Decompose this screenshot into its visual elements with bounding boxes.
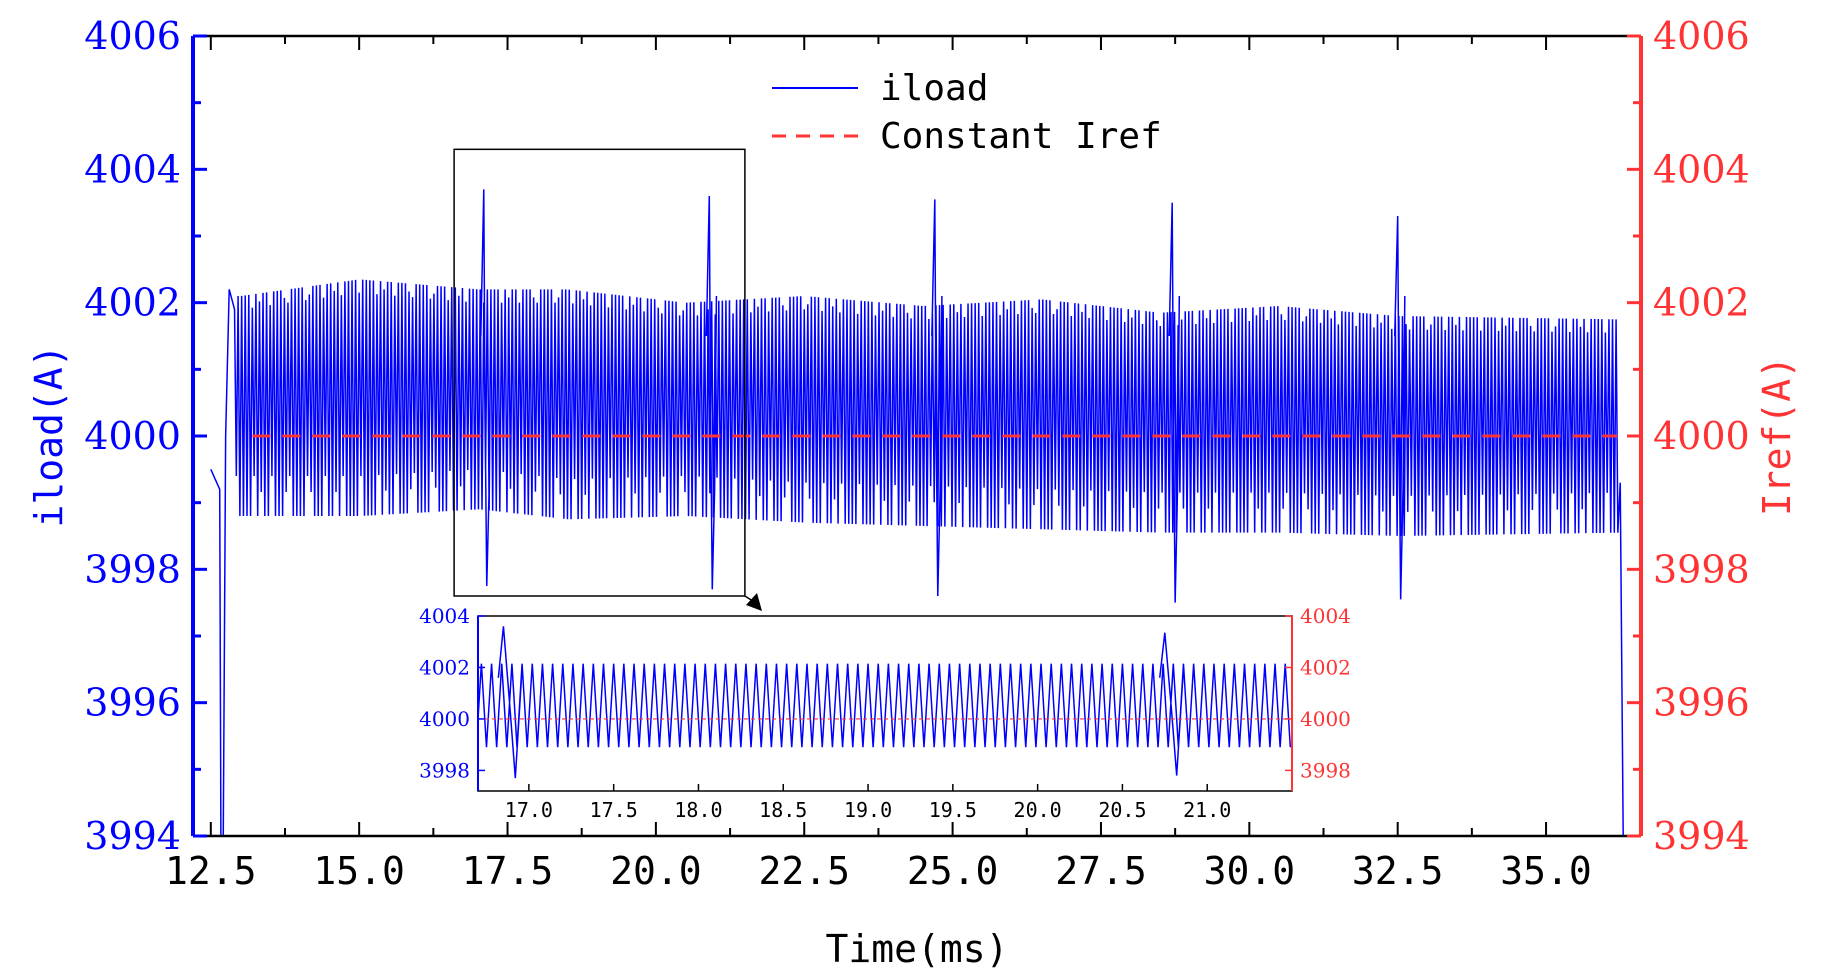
inset-right-y-ticks: 3998 4000 4002 4004 bbox=[1285, 604, 1351, 782]
inset-x-tick-label: 19.5 bbox=[929, 798, 977, 822]
inset-x-tick-label: 17.5 bbox=[590, 798, 638, 822]
right-y-axis-label: Iref(A) bbox=[1755, 356, 1799, 516]
inset-left-tick-label: 4000 bbox=[419, 707, 470, 731]
main-plot: 12.5 15.0 17.5 20.0 22.5 25.0 27.5 30.0 32.5 35.0… bbox=[84, 14, 1749, 893]
right-tick-label: 3996 bbox=[1653, 681, 1750, 725]
inset-plot: 17.0 17.5 18.0 18.5 19.0 19.5 20.0 20.5 21.0 399… bbox=[419, 604, 1351, 822]
left-y-axis-ticks: 3994 3996 3998 4000 4002 4004 4006 bbox=[84, 14, 207, 858]
inset-x-tick-label: 21.0 bbox=[1183, 798, 1231, 822]
inset-x-tick-label: 17.0 bbox=[505, 798, 553, 822]
inset-left-tick-label: 4004 bbox=[419, 604, 470, 628]
right-tick-label: 4006 bbox=[1653, 14, 1750, 58]
inset-right-tick-label: 4002 bbox=[1300, 655, 1351, 679]
inset-x-axis-ticks: 17.0 17.5 18.0 18.5 19.0 19.5 20.0 20.5 21.0 bbox=[505, 784, 1231, 822]
inset-left-tick-label: 4002 bbox=[419, 655, 470, 679]
x-tick-label: 12.5 bbox=[165, 849, 257, 893]
left-tick-label: 3998 bbox=[84, 547, 181, 591]
left-y-axis-label: iload(A) bbox=[27, 344, 71, 527]
inset-x-tick-label: 18.0 bbox=[674, 798, 722, 822]
inset-left-y-ticks: 3998 4000 4002 4004 bbox=[419, 604, 485, 782]
right-tick-label: 3998 bbox=[1653, 547, 1750, 591]
x-axis-label: Time(ms) bbox=[825, 927, 1008, 971]
left-tick-label: 3994 bbox=[84, 814, 181, 858]
inset-x-tick-label: 19.0 bbox=[844, 798, 892, 822]
right-tick-label: 3994 bbox=[1653, 814, 1750, 858]
x-tick-label: 22.5 bbox=[758, 849, 850, 893]
inset-right-tick-label: 4000 bbox=[1300, 707, 1351, 731]
right-tick-label: 4004 bbox=[1653, 147, 1750, 191]
x-tick-label: 25.0 bbox=[907, 849, 999, 893]
inset-right-tick-label: 3998 bbox=[1300, 758, 1351, 782]
x-tick-label: 32.5 bbox=[1352, 849, 1444, 893]
inset-x-tick-label: 18.5 bbox=[759, 798, 807, 822]
x-tick-label: 20.0 bbox=[610, 849, 702, 893]
zoom-source-box bbox=[453, 148, 746, 597]
x-tick-label: 27.5 bbox=[1055, 849, 1147, 893]
inset-x-tick-label: 20.0 bbox=[1014, 798, 1062, 822]
inset-right-tick-label: 4004 bbox=[1300, 604, 1351, 628]
inset-left-tick-label: 3998 bbox=[419, 758, 470, 782]
left-tick-label: 4002 bbox=[84, 281, 181, 325]
right-tick-label: 4000 bbox=[1653, 414, 1750, 458]
zoom-arrowhead bbox=[746, 593, 762, 611]
left-tick-label: 4004 bbox=[84, 147, 181, 191]
left-tick-label: 3996 bbox=[84, 681, 181, 725]
right-tick-label: 4002 bbox=[1653, 281, 1750, 325]
legend-label-iload: iload bbox=[880, 68, 988, 109]
x-tick-label: 15.0 bbox=[313, 849, 405, 893]
x-axis-ticks: 12.5 15.0 17.5 20.0 22.5 25.0 27.5 30.0 32.5 35.0 bbox=[165, 36, 1592, 893]
legend-label-iref: Constant Iref bbox=[880, 116, 1162, 157]
inset-series-iload-line bbox=[477, 626, 1292, 779]
x-tick-label: 17.5 bbox=[462, 849, 554, 893]
right-y-axis-ticks: 3994 3996 3998 4000 4002 4004 4006 bbox=[1627, 14, 1750, 858]
legend: iload Constant Iref bbox=[772, 68, 1162, 157]
x-tick-label: 30.0 bbox=[1204, 849, 1296, 893]
left-tick-label: 4006 bbox=[84, 14, 181, 58]
left-tick-label: 4000 bbox=[84, 414, 181, 458]
inset-background bbox=[478, 616, 1292, 791]
inset-x-tick-label: 20.5 bbox=[1098, 798, 1146, 822]
series-iload-line bbox=[210, 189, 1624, 837]
x-tick-label: 35.0 bbox=[1500, 849, 1592, 893]
